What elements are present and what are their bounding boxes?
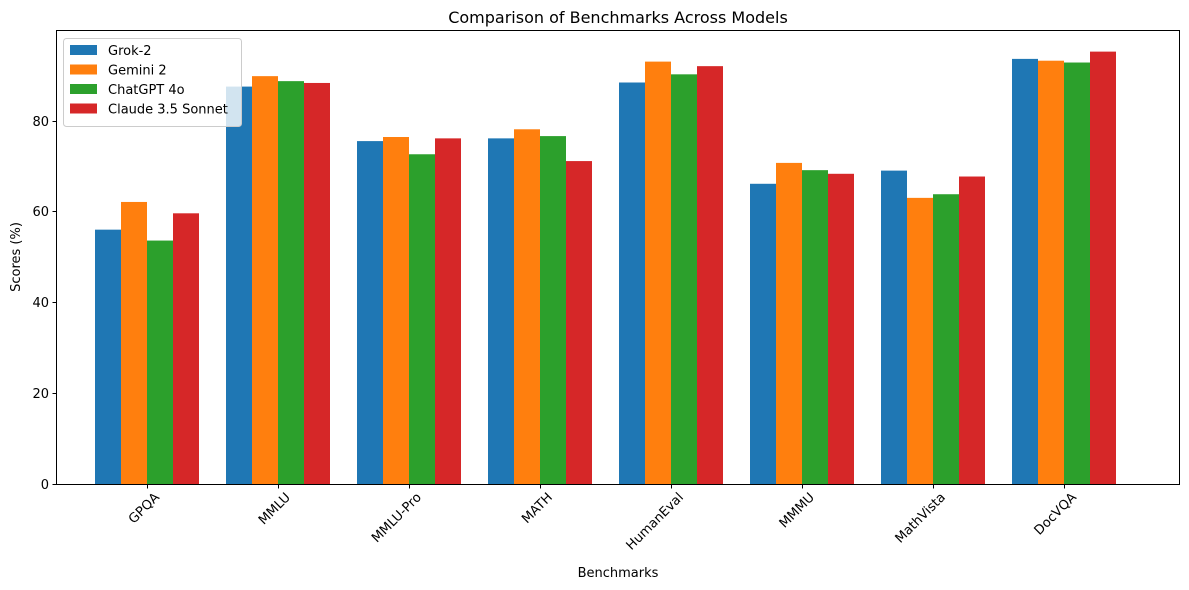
chart-title: Comparison of Benchmarks Across Models (448, 8, 788, 27)
y-axis: 0 20 40 60 80 (32, 115, 57, 493)
x-tick-label: GPQA (126, 490, 163, 527)
bar-grok-2-gpqa (95, 229, 121, 484)
legend-label: Grok-2 (108, 44, 152, 59)
x-tick-label: MMLU-Pro (369, 490, 425, 546)
legend-label: Gemini 2 (108, 64, 167, 79)
bar-claude-3-5-sonnet-docvqa (1090, 51, 1116, 484)
y-tick-label: 40 (32, 296, 49, 311)
bar-claude-3-5-sonnet-mathvista (959, 176, 985, 484)
y-axis-title: Scores (%) (9, 222, 24, 292)
bar-gemini-2-mmlu (252, 76, 278, 484)
bar-chatgpt-4o-mathvista (933, 194, 959, 484)
x-tick-label: MathVista (893, 490, 949, 546)
legend-swatch (70, 45, 97, 55)
x-tick-label: MMMU (777, 490, 818, 531)
legend-label: ChatGPT 4o (108, 83, 185, 98)
bar-grok-2-mmlu-pro (357, 141, 383, 484)
bar-grok-2-humaneval (619, 82, 645, 484)
bar-gemini-2-mmlu-pro (383, 137, 409, 485)
y-tick-label: 80 (32, 115, 49, 130)
bar-chatgpt-4o-humaneval (671, 74, 697, 485)
x-tick-label: HumanEval (624, 490, 687, 553)
legend-label: Claude 3.5 Sonnet (108, 103, 228, 118)
y-tick-label: 60 (32, 205, 49, 220)
x-axis: GPQA MMLU MMLU-Pro MATH HumanEval MMMU MathVis… (126, 484, 1080, 553)
x-tick-label: MATH (519, 490, 556, 527)
bar-claude-3-5-sonnet-humaneval (697, 66, 723, 484)
bar-grok-2-mmmu (750, 183, 776, 484)
y-tick-label: 20 (32, 387, 49, 402)
plot-frame (56, 30, 1180, 485)
legend-swatch (70, 64, 97, 75)
bar-gemini-2-mathvista (907, 197, 933, 484)
bar-chatgpt-4o-mmlu (278, 81, 304, 484)
bar-claude-3-5-sonnet-math (566, 161, 592, 484)
bar-grok-2-math (488, 138, 514, 485)
bar-gemini-2-docvqa (1038, 60, 1064, 484)
bars-group (95, 51, 1116, 485)
x-tick-label: DocVQA (1032, 490, 1080, 538)
bar-claude-3-5-sonnet-mmlu (304, 82, 330, 484)
legend-swatch (70, 103, 97, 114)
legend-swatch (70, 84, 97, 94)
legend-box (63, 38, 242, 127)
x-tick-label: MMLU (256, 490, 294, 528)
bar-gemini-2-mmmu (776, 162, 802, 484)
x-axis-title: Benchmarks (578, 566, 659, 581)
bar-chatgpt-4o-mmlu-pro (409, 154, 435, 484)
bar-gemini-2-humaneval (645, 61, 671, 484)
bar-chatgpt-4o-docvqa (1064, 62, 1090, 484)
bar-claude-3-5-sonnet-mmlu-pro (435, 138, 461, 485)
bar-claude-3-5-sonnet-gpqa (173, 213, 199, 484)
bar-claude-3-5-sonnet-mmmu (828, 173, 854, 484)
bar-gemini-2-gpqa (121, 201, 147, 484)
bar-chatgpt-4o-gpqa (147, 240, 173, 484)
bar-chatgpt-4o-mmmu (802, 170, 828, 484)
bar-grok-2-mmlu (226, 86, 252, 484)
legend: Grok-2 Gemini 2 ChatGPT 4o Claude 3.5 Sonne… (63, 38, 242, 127)
bar-grok-2-mathvista (881, 170, 907, 485)
bar-gemini-2-math (514, 129, 540, 484)
bar-grok-2-docvqa (1012, 58, 1038, 484)
bar-chatgpt-4o-math (540, 136, 566, 484)
y-tick-label: 0 (41, 478, 49, 493)
